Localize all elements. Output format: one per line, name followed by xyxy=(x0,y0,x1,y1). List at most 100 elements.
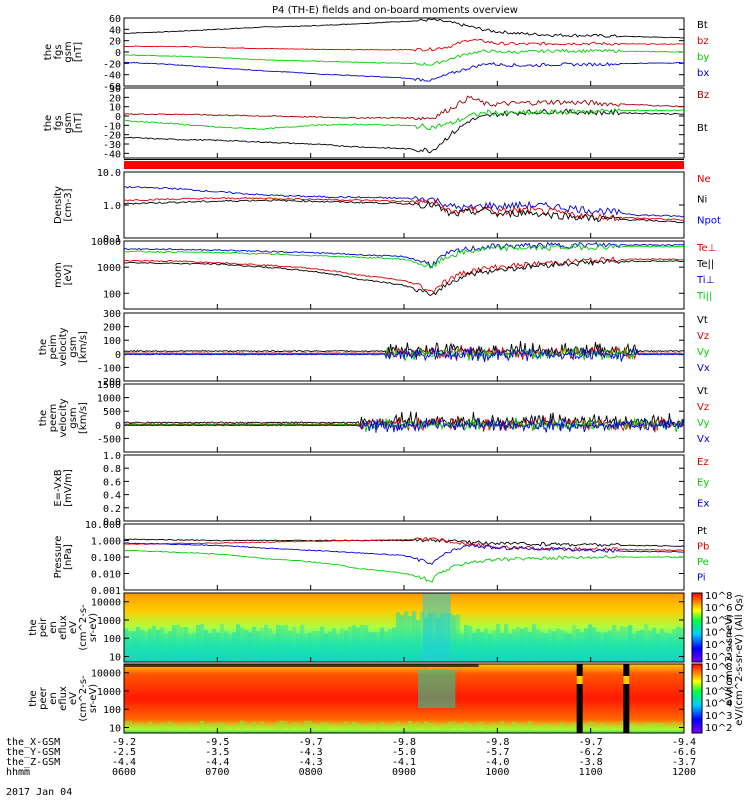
colorbar-tick-label: 10^6 xyxy=(705,603,732,614)
spectrogram-column xyxy=(532,624,537,662)
y-tick-label: 10.000 xyxy=(85,520,121,531)
y-tick-label: 1000 xyxy=(97,687,121,698)
series-line-Ni xyxy=(124,199,684,224)
spectrogram-column xyxy=(168,721,173,733)
series-line-Vx xyxy=(124,346,684,363)
x-axis-value: 1100 xyxy=(579,767,603,778)
spectrogram-column xyxy=(592,721,597,733)
spectrogram-column xyxy=(620,720,625,733)
colorbar-tick-label: 10^8 xyxy=(705,662,732,673)
colorbar xyxy=(691,592,703,663)
spectrogram-column xyxy=(572,625,577,662)
spectrogram-column xyxy=(404,611,409,662)
spectrogram-column xyxy=(384,724,389,733)
series-line-Pb xyxy=(124,537,684,552)
legend-entry: Ex xyxy=(697,498,709,509)
y-axis-label: fgs xyxy=(53,44,64,59)
spectrogram-column xyxy=(588,624,593,662)
spectrogram-column xyxy=(136,626,141,662)
spectrogram-column xyxy=(412,723,417,733)
legend-entry: Te|| xyxy=(696,259,714,270)
y-tick-label: 500 xyxy=(103,407,121,418)
series-line-Vx xyxy=(124,416,684,433)
spectrogram-column xyxy=(440,724,445,733)
panel-4: 10000 1000 100 mom [eV] Te⊥ Te|| Ti⊥ Ti|| xyxy=(53,237,716,310)
y-tick-label: 20 xyxy=(109,93,121,104)
spectrogram-column xyxy=(632,722,637,733)
x-axis-row-label: hhmm xyxy=(6,767,30,778)
y-tick-label: 40 xyxy=(109,25,121,36)
data-gap-mark-1 xyxy=(576,676,583,684)
low-flux-region xyxy=(418,670,456,708)
spectrogram-column xyxy=(332,628,337,662)
legend-entry: Vz xyxy=(697,402,709,413)
spectrogram-column xyxy=(376,725,381,733)
x-axis-value: -2.5 xyxy=(112,747,136,758)
spectrogram-column xyxy=(456,614,461,662)
spectrogram-column xyxy=(160,722,165,733)
y-tick-label: -200 xyxy=(97,377,121,388)
legend-entry: Vz xyxy=(697,331,709,342)
spectrogram-column xyxy=(224,631,229,662)
spectrogram-column xyxy=(656,723,661,733)
spectrogram-column xyxy=(476,723,481,733)
spectrogram-column xyxy=(388,628,393,662)
spectrogram-column xyxy=(368,632,373,662)
spectrogram-column xyxy=(660,628,665,662)
legend-entry: Vt xyxy=(697,315,708,326)
y-axis-label: gsm xyxy=(68,336,79,357)
spectrogram-column xyxy=(572,722,577,733)
spectrogram-column xyxy=(552,631,557,662)
y-tick-label: -100 xyxy=(97,363,121,374)
spectrogram-column xyxy=(348,724,353,733)
spectrogram-column xyxy=(384,631,389,662)
spectrogram-column xyxy=(316,724,321,733)
y-tick-label: 0 xyxy=(115,421,121,432)
panel-frame xyxy=(123,17,685,87)
spectrogram-column xyxy=(236,723,241,733)
spectrogram-column xyxy=(304,720,309,733)
y-tick-label: -20 xyxy=(103,59,121,70)
spectrogram-column xyxy=(168,630,173,662)
spectrogram-column xyxy=(380,627,385,662)
spectrogram-column xyxy=(344,630,349,662)
spectrogram-column xyxy=(220,722,225,733)
legend-entry: Vy xyxy=(697,418,710,429)
spectrogram-column xyxy=(296,722,301,733)
y-tick-label: 0 xyxy=(115,48,121,59)
spectrogram-column xyxy=(132,723,137,733)
spectrogram-column xyxy=(584,723,589,733)
spectrogram-column xyxy=(516,723,521,733)
y-axis-label: [eV] xyxy=(63,265,74,286)
spectrogram-column xyxy=(680,725,684,733)
legend-entry: Ti|| xyxy=(696,291,712,302)
legend-entry: Ne xyxy=(697,174,711,185)
spectrogram-column xyxy=(400,725,405,733)
y-axis-label: velocity xyxy=(58,398,69,437)
panel-frame xyxy=(123,171,685,239)
spectrogram-column xyxy=(620,626,625,662)
spectrogram-column xyxy=(588,721,593,733)
spectrogram-column xyxy=(264,624,269,662)
series-line-Bt xyxy=(124,108,684,154)
spectrogram-column xyxy=(352,625,357,662)
y-tick-label: 100 xyxy=(103,634,121,645)
spectrogram-column xyxy=(288,725,293,733)
y-tick-label: 0.0 xyxy=(103,517,121,528)
spectrogram-column xyxy=(496,624,501,662)
x-axis-value: -3.7 xyxy=(672,757,696,768)
series-line-Vt xyxy=(124,341,684,356)
x-axis-value: -6.2 xyxy=(579,747,603,758)
y-axis-label: peim xyxy=(48,334,59,359)
spectrogram-column xyxy=(488,633,493,662)
y-axis-label: the xyxy=(43,44,54,60)
y-axis-label: peir xyxy=(38,617,49,637)
y-axis-label: (cm^2-s- xyxy=(78,675,89,722)
y-tick-label: 0 xyxy=(115,112,121,123)
spectrogram-column xyxy=(184,626,189,662)
plot-title: P4 (TH-E) fields and on-board moments ov… xyxy=(272,5,518,16)
spectrogram-column xyxy=(320,722,325,733)
panel-frame xyxy=(123,240,685,310)
panel-10: 10000 1000 100 10 the peer en eflux eV (cm^2-s-sr… xyxy=(28,663,685,735)
